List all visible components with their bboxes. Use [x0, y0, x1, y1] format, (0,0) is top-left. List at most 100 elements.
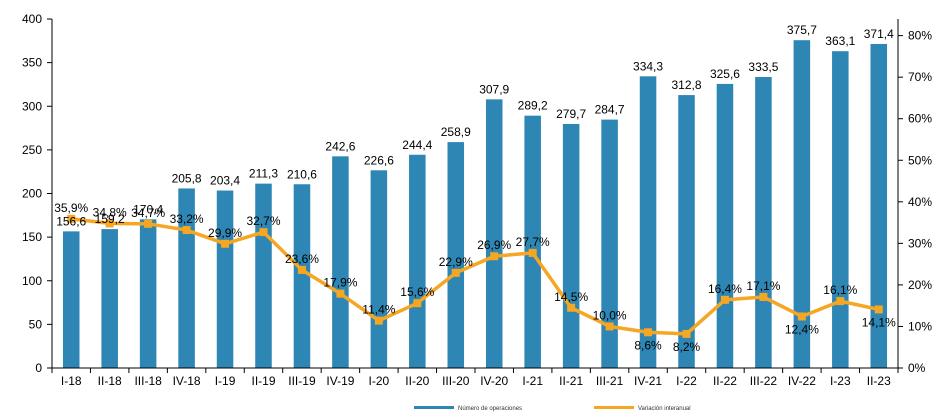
line-point-I-19	[221, 239, 230, 248]
y-left-tick-label: 0	[35, 361, 42, 375]
line-value-label: 14,1%	[862, 315, 896, 329]
bar-value-label: 363,1	[825, 34, 855, 48]
bar-value-label: 289,2	[518, 99, 548, 113]
bar-IV-22	[793, 40, 811, 368]
y-left-tick-label: 100	[22, 274, 42, 288]
x-tick-label: III-22	[750, 374, 778, 388]
line-point-III-20	[451, 268, 460, 277]
line-point-IV-19	[336, 289, 345, 298]
bar-III-18	[139, 219, 157, 368]
line-point-III-22	[759, 292, 768, 301]
line-value-label: 16,1%	[823, 283, 857, 297]
line-point-I-21	[528, 248, 537, 257]
x-tick-label: III-18	[134, 374, 162, 388]
x-tick-label: III-20	[442, 374, 470, 388]
x-tick-label: II-19	[251, 374, 275, 388]
x-tick-label: I-20	[369, 374, 390, 388]
x-tick-label: III-19	[288, 374, 316, 388]
line-value-label: 11,4%	[362, 303, 395, 317]
line-value-label: 35,9%	[54, 201, 88, 215]
bar-value-label: 334,3	[633, 59, 663, 73]
y-right-tick-label: 60%	[908, 112, 932, 126]
x-tick-label: IV-18	[173, 374, 201, 388]
x-tick-label: I-19	[215, 374, 236, 388]
x-tick-label: I-21	[522, 374, 543, 388]
bar-value-label: 211,3	[249, 167, 278, 181]
line-point-IV-18	[182, 226, 191, 235]
y-left-tick-label: 150	[22, 230, 42, 244]
line-variacion	[71, 217, 880, 336]
y-right-tick-label: 40%	[908, 195, 932, 209]
line-value-label: 12,4%	[785, 322, 819, 336]
line-value-label: 26,9%	[477, 238, 511, 252]
y-right-tick-label: 20%	[908, 278, 932, 292]
bar-value-label: 279,7	[556, 107, 586, 121]
bar-value-label: 375,7	[787, 23, 817, 37]
bar-value-label: 284,7	[595, 103, 625, 117]
line-point-IV-20	[490, 252, 499, 261]
line-point-III-18	[144, 219, 153, 228]
x-tick-label: II-22	[713, 374, 737, 388]
legend-swatch-line	[594, 406, 634, 409]
bar-value-label: 333,5	[748, 60, 778, 74]
bar-value-label: 242,6	[325, 139, 355, 153]
line-point-III-21	[605, 322, 614, 331]
line-value-label: 16,4%	[708, 282, 742, 296]
line-value-label: 15,6%	[400, 285, 434, 299]
bar-value-label: 325,6	[710, 67, 740, 81]
bar-IV-19	[332, 156, 349, 368]
line-value-label: 22,9%	[439, 255, 473, 269]
bar-IV-20	[485, 99, 503, 369]
bar-III-22	[755, 77, 772, 369]
line-point-III-19	[297, 265, 306, 274]
y-right-tick-label: 30%	[908, 236, 932, 250]
x-tick-label: IV-20	[480, 374, 508, 388]
x-tick-label: IV-21	[634, 374, 662, 388]
bar-value-label: 312,8	[671, 78, 701, 92]
bar-I-19	[216, 190, 234, 368]
x-tick-label: II-21	[559, 374, 583, 388]
y-left-tick-label: 400	[22, 12, 42, 26]
bar-series	[62, 40, 888, 369]
y-right-tick-label: 10%	[908, 319, 932, 333]
bar-value-label: 307,9	[479, 82, 509, 96]
line-point-II-21	[567, 303, 576, 312]
bar-value-label: 258,9	[441, 125, 471, 139]
line-point-I-20	[374, 316, 383, 325]
x-tick-label: I-23	[830, 374, 851, 388]
line-value-label: 8,2%	[673, 340, 701, 354]
y-left-tick-label: 200	[22, 187, 42, 201]
bar-II-19	[255, 183, 272, 368]
line-value-label: 17,1%	[746, 279, 780, 293]
bar-value-label: 205,8	[172, 171, 202, 185]
bar-III-20	[447, 142, 465, 368]
y-left-tick-label: 350	[22, 56, 42, 70]
line-point-I-18	[67, 214, 76, 223]
line-point-I-22	[682, 329, 691, 338]
bar-II-18	[101, 229, 118, 368]
legend-swatch-bars	[414, 406, 454, 409]
x-tick-label: II-20	[405, 374, 429, 388]
bar-value-label: 226,6	[364, 153, 394, 167]
bar-I-18	[62, 231, 80, 368]
bar-I-21	[524, 115, 541, 368]
line-point-II-23	[874, 305, 883, 314]
line-value-label: 29,9%	[208, 226, 242, 240]
x-tick-label: IV-22	[788, 374, 816, 388]
x-tick-label: I-22	[676, 374, 697, 388]
bar-value-label: 203,4	[210, 174, 240, 188]
bar-value-label: 244,4	[402, 138, 432, 152]
y-left-tick-label: 300	[22, 99, 42, 113]
line-point-IV-21	[644, 328, 653, 337]
bar-III-19	[293, 184, 311, 368]
line-value-label: 17,9%	[323, 276, 357, 290]
y-left-tick-label: 250	[22, 143, 42, 157]
bar-II-23	[870, 43, 888, 369]
line-point-I-23	[836, 297, 845, 306]
line-point-II-20	[413, 299, 422, 308]
x-tick-label: IV-19	[326, 374, 354, 388]
legend-label-line: Variación interanual	[638, 406, 691, 412]
legend: Número de operaciones Variación interanu…	[414, 406, 691, 412]
axes: 0 50 100 150 200 250 300 350 400 0% 10% 20% 30% 40% 50…	[22, 12, 932, 388]
